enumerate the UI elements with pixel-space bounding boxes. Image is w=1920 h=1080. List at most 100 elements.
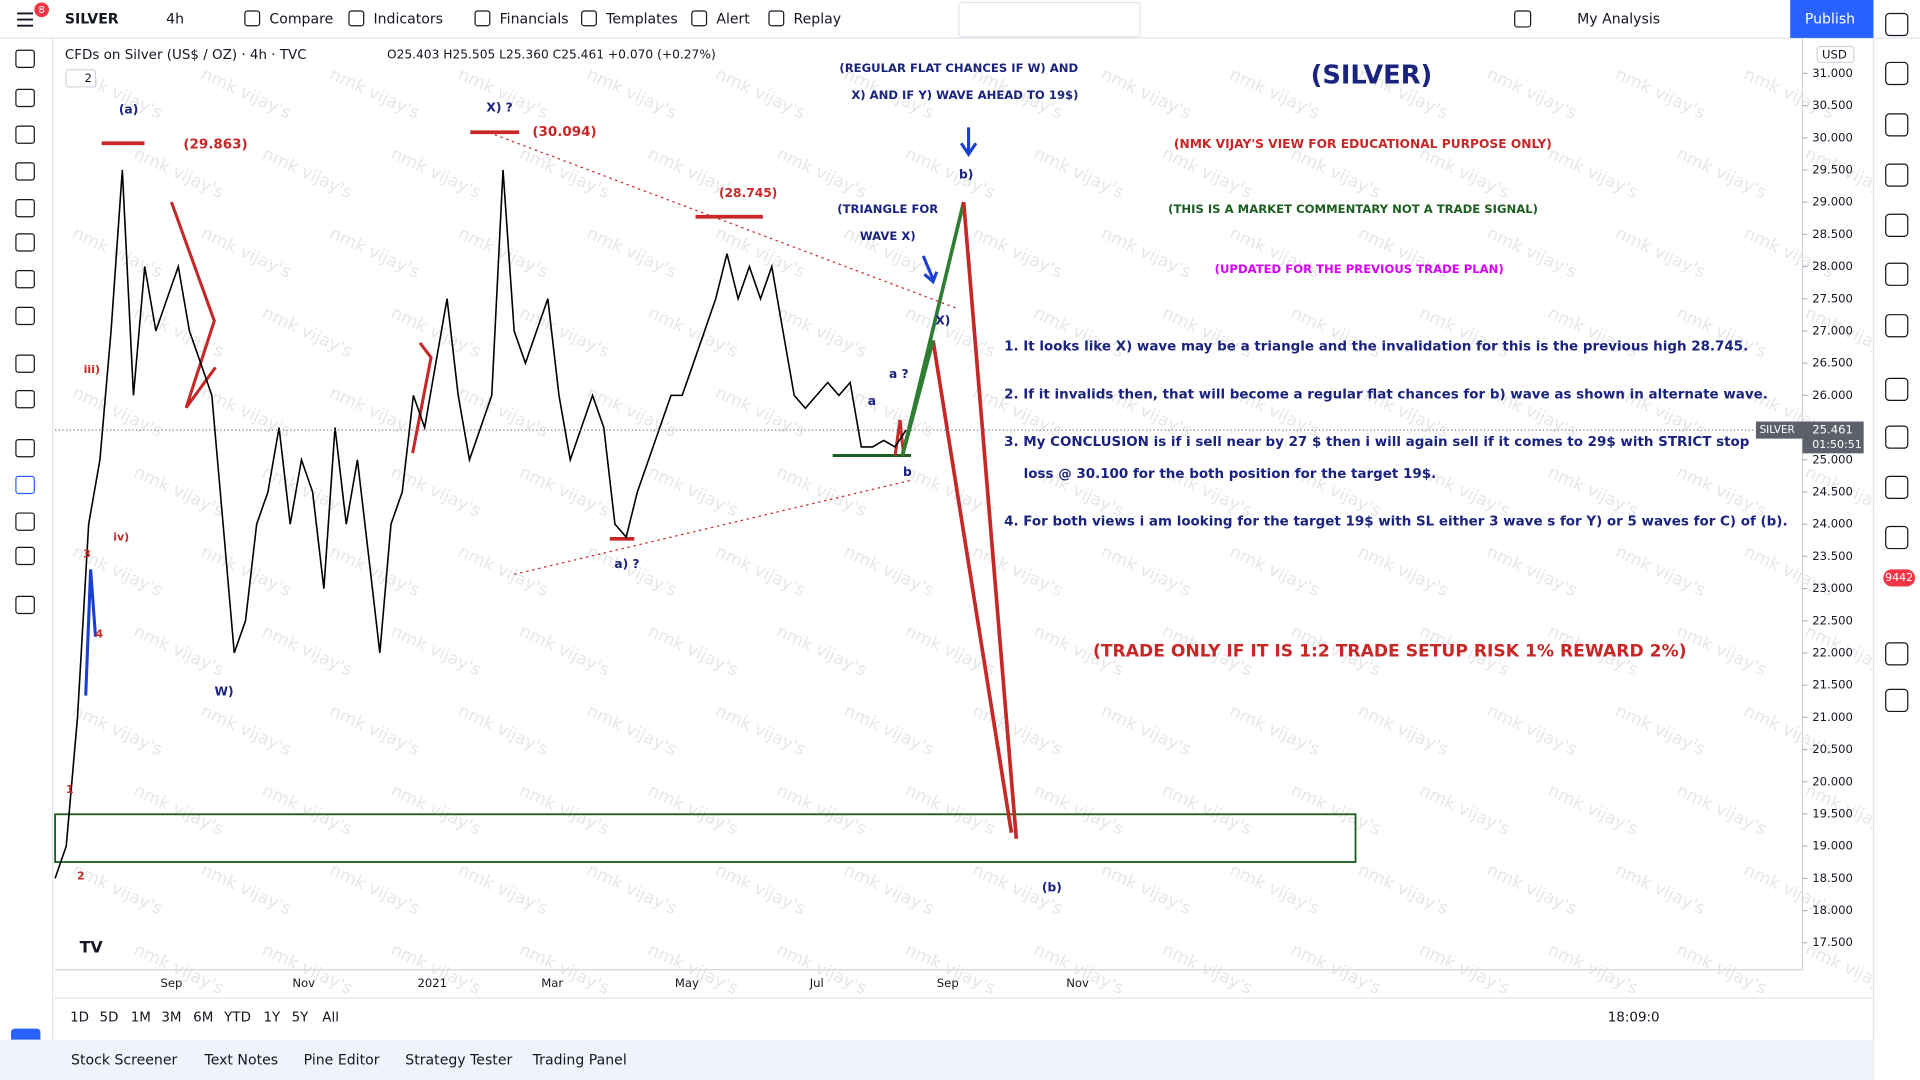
- menu-icon[interactable]: [17, 12, 34, 27]
- interval[interactable]: 4h: [166, 12, 184, 28]
- currency[interactable]: USD: [1822, 48, 1847, 62]
- widget-icon[interactable]: [1885, 213, 1909, 237]
- badge-count: 9442: [1885, 571, 1913, 584]
- triangle-line: [494, 134, 958, 310]
- y-tick-label: 20.500: [1812, 742, 1853, 756]
- tool-icon[interactable]: [15, 270, 35, 289]
- bottom-tab[interactable]: Strategy Tester: [405, 1052, 512, 1068]
- tool-icon[interactable]: [15, 125, 35, 144]
- price-line: [54, 169, 907, 879]
- y-tick-label: 30.000: [1812, 130, 1853, 144]
- range-button[interactable]: 5Y: [292, 1011, 310, 1026]
- annotation: W): [215, 684, 234, 698]
- symbol[interactable]: SILVER: [65, 12, 119, 28]
- range-button[interactable]: 1M: [131, 1011, 151, 1026]
- annotation: a) ?: [614, 557, 639, 571]
- toolbar-button[interactable]: Indicators: [373, 12, 443, 28]
- toolbar-button[interactable]: Compare: [269, 12, 333, 28]
- widget-icon[interactable]: [1885, 425, 1909, 449]
- range-button[interactable]: 1Y: [263, 1011, 281, 1026]
- legend-ohlc: O25.403 H25.505 L25.360 C25.461 +0.070 (…: [387, 48, 716, 62]
- widget-icon[interactable]: [1885, 642, 1909, 666]
- tool-icon[interactable]: [15, 162, 35, 181]
- annotation: (28.745): [719, 186, 777, 200]
- toolbar-icon[interactable]: [348, 10, 365, 27]
- range-button[interactable]: 1D: [70, 1011, 89, 1026]
- annotation: (NMK VIJAY'S VIEW FOR EDUCATIONAL PURPOS…: [1174, 137, 1552, 151]
- notification-count: 8: [39, 5, 45, 16]
- tool-icon[interactable]: [15, 49, 35, 68]
- annotation: iv): [113, 531, 129, 544]
- tool-icon[interactable]: [15, 306, 35, 326]
- range-button[interactable]: All: [322, 1011, 339, 1026]
- layout-name[interactable]: My Analysis: [1577, 12, 1660, 28]
- range-button[interactable]: 6M: [193, 1011, 213, 1026]
- toolbar-button[interactable]: Replay: [793, 12, 841, 28]
- range-button[interactable]: 3M: [161, 1011, 181, 1026]
- annotation: 2: [77, 870, 85, 883]
- tool-icon[interactable]: [15, 390, 35, 409]
- x-tick-label: Sep: [937, 976, 959, 990]
- toolbar-icon[interactable]: [691, 10, 708, 27]
- chart: 17.500 18.000 18.500 19.000 19.500 20.000 20.5…: [54, 60, 1864, 990]
- annotation: (SILVER): [1311, 60, 1433, 90]
- tool-icon[interactable]: [15, 512, 35, 531]
- annotation: 1. It looks like X) wave may be a triang…: [1004, 340, 1748, 355]
- bottom-panel: [0, 1039, 1874, 1080]
- collapse-button[interactable]: [65, 69, 97, 88]
- toolbar-icon[interactable]: [768, 10, 785, 27]
- bottom-tab[interactable]: Pine Editor: [304, 1052, 380, 1068]
- annotation: 4: [95, 627, 103, 640]
- tool-icon[interactable]: [15, 354, 35, 373]
- x-tick-label: Sep: [160, 976, 182, 990]
- toolbar-button[interactable]: Alert: [716, 12, 750, 28]
- y-tick-label: 23.500: [1812, 549, 1853, 563]
- publish-button[interactable]: [1790, 0, 1874, 38]
- widget-icon[interactable]: [1885, 525, 1909, 550]
- tool-icon[interactable]: [15, 595, 35, 615]
- tool-icon[interactable]: [15, 233, 35, 252]
- wave-drawing: [169, 201, 217, 409]
- select-icon[interactable]: [1514, 10, 1532, 28]
- y-tick-label: 19.500: [1812, 806, 1853, 820]
- range-button[interactable]: YTD: [223, 1011, 251, 1026]
- currency-box[interactable]: [1816, 45, 1855, 64]
- right-toolbar: [1873, 39, 1920, 1080]
- widget-icon[interactable]: [1885, 262, 1909, 286]
- collapse-count[interactable]: 2: [84, 71, 91, 85]
- publish-label[interactable]: Publish: [1805, 12, 1855, 28]
- tool-icon[interactable]: [15, 438, 35, 458]
- y-tick-label: 24.000: [1812, 517, 1853, 531]
- bottom-tab[interactable]: Trading Panel: [532, 1052, 627, 1068]
- annotation: (a): [119, 103, 138, 117]
- clock: 18:09:0: [1608, 1011, 1660, 1026]
- widget-icon[interactable]: [1885, 475, 1909, 499]
- widget-icon[interactable]: [1885, 314, 1909, 338]
- range-button[interactable]: 5D: [100, 1011, 119, 1026]
- toolbar-icon[interactable]: [474, 10, 491, 27]
- y-tick-label: 24.500: [1812, 484, 1853, 498]
- widget-icon[interactable]: [1885, 688, 1909, 713]
- widget-icon[interactable]: [1885, 12, 1909, 37]
- badge: [1883, 569, 1916, 587]
- widget-icon[interactable]: [1885, 113, 1909, 137]
- toolbar-button[interactable]: Financials: [500, 12, 569, 28]
- bottom-tab[interactable]: Stock Screener: [71, 1052, 177, 1068]
- y-tick-label: 29.000: [1812, 195, 1853, 209]
- bottom-tab[interactable]: Text Notes: [203, 1052, 278, 1068]
- widget-icon[interactable]: [1885, 61, 1909, 86]
- toolbar-button[interactable]: Templates: [605, 12, 678, 28]
- price-tag: [1802, 421, 1864, 454]
- widget-icon[interactable]: [1885, 163, 1909, 187]
- tool-icon[interactable]: [15, 88, 35, 108]
- y-tick-label: 28.500: [1812, 227, 1853, 241]
- toolbar-icon[interactable]: [244, 10, 261, 27]
- tool-icon[interactable]: [15, 475, 35, 495]
- annotation: (b): [1042, 880, 1062, 894]
- y-tick-label: 29.500: [1812, 162, 1853, 176]
- toolbar-icon[interactable]: [581, 10, 597, 27]
- widget-icon[interactable]: [1885, 377, 1909, 402]
- tool-icon[interactable]: [15, 198, 35, 218]
- tool-icon[interactable]: [15, 546, 35, 566]
